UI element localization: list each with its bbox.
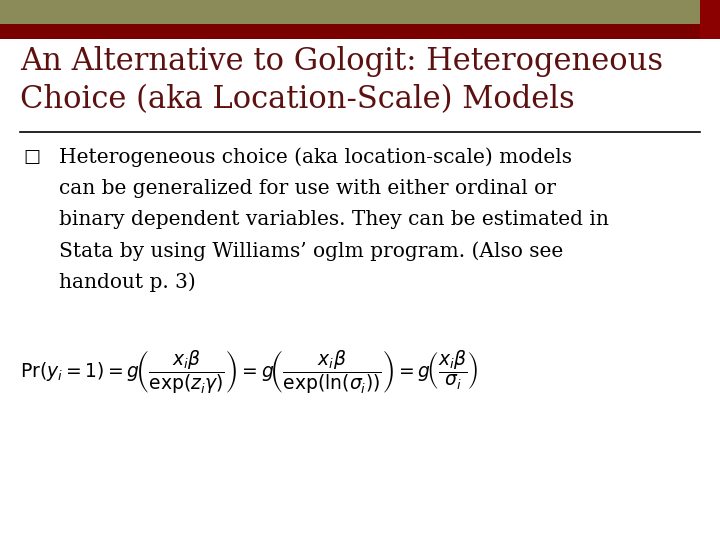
Bar	[700, 24, 720, 39]
Text: Heterogeneous choice (aka location-scale) models: Heterogeneous choice (aka location-scale…	[59, 147, 572, 167]
Text: Choice (aka Location-Scale) Models: Choice (aka Location-Scale) Models	[20, 84, 575, 114]
Bar	[700, 0, 720, 24]
Bar	[0, 0, 700, 24]
Text: binary dependent variables. They can be estimated in: binary dependent variables. They can be …	[59, 210, 609, 229]
Text: can be generalized for use with either ordinal or: can be generalized for use with either o…	[59, 179, 556, 198]
Text: $\Pr(y_i = 1) = g\!\left(\dfrac{x_i\beta}{\exp(z_i\gamma)}\right)= g\!\left(\dfr: $\Pr(y_i = 1) = g\!\left(\dfrac{x_i\beta…	[20, 348, 479, 396]
Text: □: □	[23, 148, 40, 166]
Text: handout p. 3): handout p. 3)	[59, 273, 196, 292]
Text: An Alternative to Gologit: Heterogeneous: An Alternative to Gologit: Heterogeneous	[20, 46, 663, 77]
Text: Stata by using Williams’ oglm program. (Also see: Stata by using Williams’ oglm program. (…	[59, 241, 563, 261]
Bar	[0, 24, 700, 39]
